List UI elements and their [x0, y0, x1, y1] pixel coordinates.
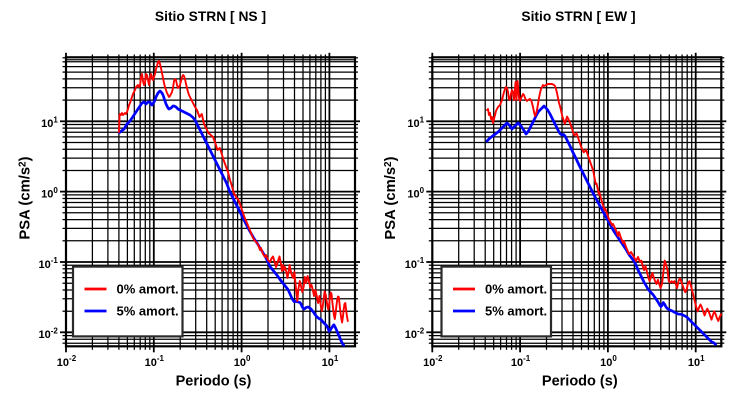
svg-text:Periodo (s): Periodo (s) — [542, 374, 618, 390]
svg-text:Sitio STRN [ EW ]: Sitio STRN [ EW ] — [521, 9, 635, 24]
svg-text:0% amort.: 0% amort. — [117, 282, 179, 297]
svg-text:PSA (cm/s2): PSA (cm/s2) — [17, 156, 33, 239]
svg-text:Periodo (s): Periodo (s) — [176, 374, 252, 390]
svg-text:5% amort.: 5% amort. — [117, 304, 179, 319]
svg-text:PSA (cm/s2): PSA (cm/s2) — [383, 156, 399, 239]
svg-text:0% amort.: 0% amort. — [485, 282, 547, 297]
svg-text:Sitio STRN [ NS ]: Sitio STRN [ NS ] — [155, 9, 266, 24]
svg-text:5% amort.: 5% amort. — [485, 304, 547, 319]
